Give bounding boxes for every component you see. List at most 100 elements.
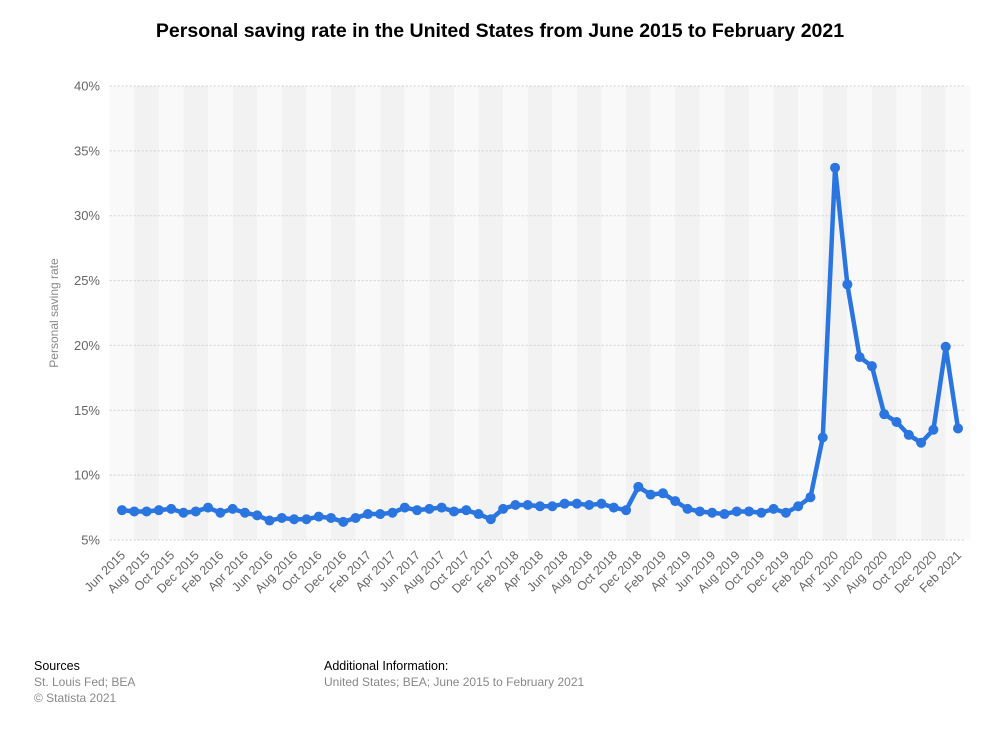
data-point[interactable] [227,503,238,514]
data-point[interactable] [276,512,287,523]
data-point[interactable] [682,503,693,514]
data-point[interactable] [264,515,275,526]
background-band [576,86,602,540]
data-point[interactable] [498,503,509,514]
data-point[interactable] [928,424,939,435]
data-point[interactable] [744,506,754,517]
data-point[interactable] [129,506,140,517]
sources-label: Sources [34,659,80,673]
y-tick-label: 20% [74,338,100,353]
data-point[interactable] [448,506,459,517]
background-band [331,86,356,540]
data-point[interactable] [657,488,668,499]
line-chart: 5% 10% 15% 20% 25% 30% 35% 40% Personal saving … [47,78,965,596]
data-point[interactable] [362,509,373,520]
data-point[interactable] [178,507,189,518]
data-point[interactable] [940,341,951,352]
data-point[interactable] [117,505,127,516]
background-band [478,86,504,540]
background-band [429,86,454,540]
data-point[interactable] [584,499,595,510]
data-point[interactable] [338,516,349,527]
data-point[interactable] [510,499,521,510]
copyright-line: © Statista 2021 [34,691,117,705]
data-point[interactable] [412,505,423,516]
data-point[interactable] [645,489,656,500]
data-point[interactable] [670,496,681,507]
data-point[interactable] [866,361,877,372]
background-band [134,86,159,540]
data-point[interactable] [817,432,828,443]
background-band [208,86,233,540]
data-point[interactable] [621,505,632,516]
data-point[interactable] [571,498,582,509]
data-point[interactable] [215,507,226,518]
background-band [626,86,651,540]
data-point[interactable] [596,498,607,509]
data-point[interactable] [153,505,164,516]
background-band [749,86,774,540]
data-point[interactable] [485,514,496,525]
additional-info-label: Additional Information: [324,659,449,673]
additional-info-block: Additional Information: United States; B… [324,658,584,690]
data-point[interactable] [424,503,435,514]
background-band [798,86,823,540]
background-band [355,86,381,540]
data-point[interactable] [793,501,804,512]
background-band [724,86,749,540]
background-band [871,86,897,540]
data-point[interactable] [608,502,619,513]
data-point[interactable] [559,498,570,509]
data-point[interactable] [473,509,484,520]
data-point[interactable] [707,507,718,518]
data-point[interactable] [891,416,902,427]
data-point[interactable] [399,502,410,513]
background-band [109,86,135,540]
data-point[interactable] [301,514,312,525]
data-point[interactable] [387,507,398,518]
data-point[interactable] [547,501,558,512]
y-tick-label: 10% [74,468,100,483]
data-point[interactable] [252,510,263,521]
data-point[interactable] [768,503,779,514]
data-point[interactable] [203,502,214,513]
data-point[interactable] [326,512,336,523]
data-point[interactable] [461,505,472,516]
y-tick-label: 40% [74,79,100,94]
additional-info-line: United States; BEA; June 2015 to Februar… [324,675,585,689]
data-point[interactable] [916,437,927,448]
data-point[interactable] [535,501,545,512]
data-point[interactable] [719,509,730,520]
data-point[interactable] [953,423,963,434]
y-tick-label: 5% [81,533,100,548]
background-band [453,86,479,540]
data-point[interactable] [141,506,152,517]
data-point[interactable] [522,499,533,510]
sources-line: St. Louis Fed; BEA [34,675,136,689]
data-point[interactable] [780,507,791,518]
data-point[interactable] [190,506,201,517]
data-point[interactable] [830,162,841,173]
data-point[interactable] [375,509,386,520]
y-tick-label: 25% [74,273,100,288]
y-tick-label: 30% [74,208,100,223]
background-band [158,86,184,540]
data-point[interactable] [756,507,767,518]
data-point[interactable] [903,429,914,440]
data-point[interactable] [239,507,250,518]
background-band [699,86,725,540]
y-axis-label: Personal saving rate [47,258,61,368]
data-point[interactable] [879,409,890,420]
data-point[interactable] [842,279,853,290]
data-point[interactable] [313,511,324,522]
data-point[interactable] [633,481,644,492]
data-point[interactable] [436,502,447,513]
data-point[interactable] [694,506,705,517]
data-point[interactable] [805,492,816,503]
data-point[interactable] [854,352,865,363]
data-point[interactable] [731,506,742,517]
background-band [773,86,799,540]
data-point[interactable] [166,503,177,514]
data-point[interactable] [350,512,361,523]
data-point[interactable] [289,514,300,525]
